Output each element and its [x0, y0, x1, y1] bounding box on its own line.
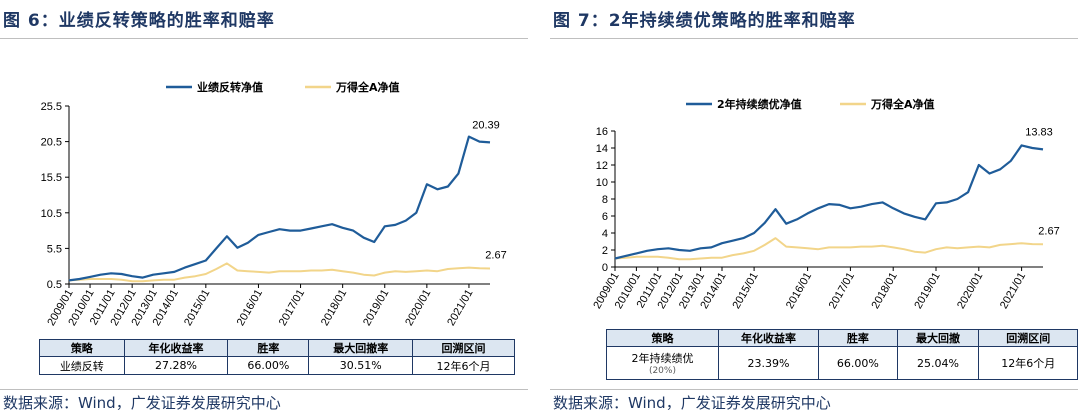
x-tick-label: 2018/01: [319, 288, 349, 328]
x-tick-label: 2016/01: [235, 288, 265, 328]
header-strategy: 策略: [606, 329, 719, 347]
figure-7-title: 图 7：2年持续绩优策略的胜率和赔率: [553, 11, 856, 31]
header-win-rate: 胜率: [227, 339, 310, 357]
y-tick-label: 4: [602, 228, 608, 240]
y-tick-label: 20.5: [41, 137, 62, 149]
figure-6-title: 图 6：业绩反转策略的胜率和赔率: [3, 11, 275, 31]
cell-win-rate: 66.00%: [818, 346, 898, 380]
cell-annual-return: 23.39%: [717, 346, 820, 380]
stats-header-row: 策略 年化收益率 胜率 最大回撤率 回溯区间: [39, 339, 515, 357]
header-annual-return: 年化收益率: [123, 339, 229, 357]
x-tick-label: 2021/01: [445, 288, 475, 328]
x-tick-label: 2019/01: [912, 271, 942, 311]
figure-6-panel: 图 6：业绩反转策略的胜率和赔率 0.5 5.5 10.5 15.5 20.5 25.5 2…: [0, 0, 530, 417]
data-label-strategy-end: 20.39: [472, 119, 500, 131]
cell-annual-return: 27.28%: [123, 356, 229, 375]
x-tick-label: 2019/01: [361, 288, 391, 328]
header-backtest-period: 回溯区间: [978, 329, 1078, 347]
header-win-rate: 胜率: [818, 329, 898, 347]
y-tick-label: 16: [596, 126, 608, 138]
y-tick-label: 15.5: [41, 172, 62, 184]
y-tick-label: 0: [602, 262, 608, 274]
legend-label-benchmark: 万得全A净值: [335, 80, 400, 94]
header-backtest-period: 回溯区间: [412, 339, 515, 357]
x-tick-label: 2018/01: [870, 271, 900, 311]
x-tick-label: 2020/01: [403, 288, 433, 328]
cell-backtest-period: 12年6个月: [978, 346, 1078, 380]
y-tick-label: 8: [602, 194, 608, 206]
cell-backtest-period: 12年6个月: [412, 356, 515, 375]
y-tick-label: 12: [596, 160, 608, 172]
y-tick-label: 2: [602, 245, 608, 257]
series-line-strategy: [68, 135, 491, 282]
header-annual-return: 年化收益率: [717, 329, 820, 347]
figure-7-panel: 图 7：2年持续绩优策略的胜率和赔率 0 2 4 6 8 10 12 14 16 2009/01 2…: [550, 0, 1080, 417]
x-tick-label: 2020/01: [955, 271, 985, 311]
figure-6-source: 数据来源：Wind，广发证券发展研究中心: [3, 394, 281, 412]
x-tick-label: 2016/01: [784, 271, 814, 311]
figure-6-chart: 0.55.510.515.520.525.52009/012010/012011…: [41, 80, 507, 328]
figure-7-source: 数据来源：Wind，广发证券发展研究中心: [553, 394, 831, 412]
cell-strategy: 业绩反转: [39, 356, 125, 375]
x-tick-label: 2015/01: [182, 288, 212, 328]
stats-data-row: 业绩反转 27.28% 66.00% 30.51% 12年6个月: [39, 356, 515, 375]
y-tick-label: 6: [602, 211, 608, 223]
y-tick-label: 10: [596, 177, 608, 189]
cell-strategy-name: 2年持续绩优: [631, 351, 694, 365]
data-label-benchmark-end: 2.67: [1038, 225, 1059, 237]
cell-max-drawdown: 30.51%: [308, 356, 414, 375]
header-max-drawdown: 最大回撤率: [308, 339, 414, 357]
figure-6-source-rule: [0, 389, 528, 390]
stats-header-row: 策略 年化收益率 胜率 最大回撤 回溯区间: [606, 329, 1078, 347]
header-max-drawdown: 最大回撤: [896, 329, 980, 347]
y-tick-label: 14: [596, 143, 608, 155]
stats-data-row: 2年持续绩优 (20%) 23.39% 66.00% 25.04% 12年6个月: [606, 346, 1078, 380]
y-tick-label: 25.5: [41, 101, 62, 113]
x-tick-label: 2015/01: [730, 271, 760, 311]
y-tick-label: 0.5: [47, 279, 62, 291]
series-line-strategy: [614, 144, 1044, 260]
data-label-strategy-end: 13.83: [1025, 126, 1053, 138]
x-tick-label: 2017/01: [277, 288, 307, 328]
legend-label-strategy: 2年持续绩优净值: [717, 97, 802, 111]
cell-strategy-sub: (20%): [648, 365, 676, 376]
figure-7-chart: 02468101214162009/012010/012011/012012/0…: [591, 97, 1059, 311]
figure-7-stats-table: 策略 年化收益率 胜率 最大回撤 回溯区间 2年持续绩优 (20%) 23.39…: [606, 329, 1078, 380]
cell-strategy: 2年持续绩优 (20%): [606, 346, 719, 380]
series-line-benchmark: [68, 262, 491, 283]
header-strategy: 策略: [39, 339, 125, 357]
x-tick-label: 2017/01: [827, 271, 857, 311]
cell-max-drawdown: 25.04%: [896, 346, 980, 380]
figure-6-title-rule: [0, 38, 528, 39]
legend-label-benchmark: 万得全A净值: [870, 97, 935, 111]
y-tick-label: 5.5: [47, 243, 62, 255]
figure-7-source-rule: [550, 389, 1078, 390]
legend-label-strategy: 业绩反转净值: [197, 80, 263, 94]
y-tick-label: 10.5: [41, 208, 62, 220]
series-line-benchmark: [614, 237, 1044, 261]
data-label-benchmark-end: 2.67: [485, 250, 506, 262]
figure-7-title-rule: [550, 38, 1078, 39]
figure-6-stats-table: 策略 年化收益率 胜率 最大回撤率 回溯区间 业绩反转 27.28% 66.00…: [39, 339, 515, 375]
x-tick-label: 2021/01: [998, 270, 1028, 310]
cell-win-rate: 66.00%: [227, 356, 310, 375]
